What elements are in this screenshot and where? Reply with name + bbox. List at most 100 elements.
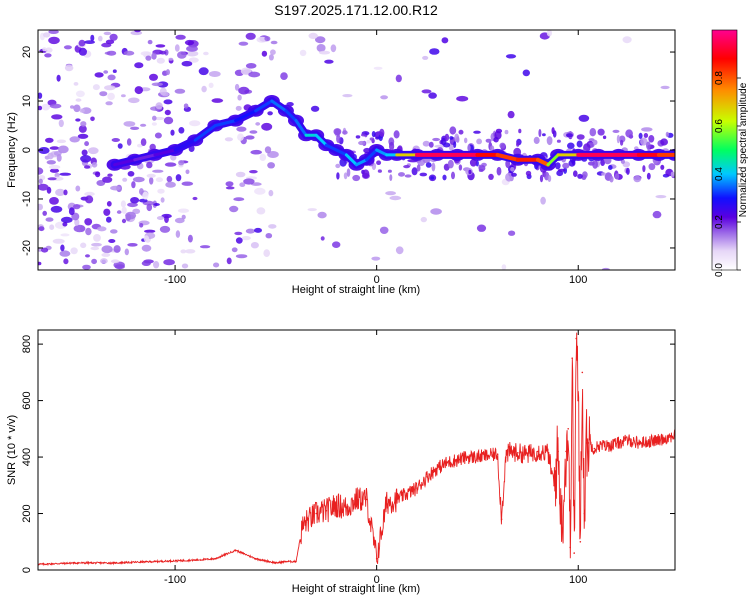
spectrogram-cell (142, 191, 149, 200)
spectrogram-cell (231, 247, 238, 253)
spectrogram-cell (156, 216, 165, 220)
spectrogram-cell (75, 185, 81, 192)
spectrogram-cell (149, 177, 154, 185)
spectrogram-cell (640, 137, 648, 146)
spectrogram-cell (80, 121, 87, 127)
colorbar-frame (711, 29, 738, 271)
spectrogram-cell (387, 169, 392, 173)
spectrogram-cell (166, 175, 173, 183)
snr-data-point (577, 399, 579, 402)
snr-data-point (617, 442, 620, 444)
spectrogram-cell (518, 128, 522, 134)
spectrogram-cell (240, 67, 252, 76)
spectrogram-cell (250, 149, 262, 155)
snr-data-point (416, 487, 418, 489)
snr-data-point (508, 450, 511, 453)
spectrogram-cell (238, 41, 249, 46)
spectrogram-cell (310, 105, 320, 112)
spectrogram-cell (432, 137, 440, 142)
spectrogram-cell (38, 183, 49, 191)
spectrogram-cell (84, 40, 95, 44)
spectrogram-ridge-core (133, 153, 157, 162)
spectrogram-cell (609, 175, 614, 183)
spectrogram-cell (646, 141, 651, 150)
spectrogram-cell (589, 128, 597, 137)
spectrogram-cell (389, 174, 393, 182)
spectrogram-ridge-core (113, 158, 137, 167)
spectrogram-cell (181, 263, 189, 269)
spectrogram-cell (57, 145, 69, 154)
spectrogram-cell (602, 135, 607, 140)
spectrogram-cell (192, 196, 198, 201)
spectrogram-cell (183, 103, 189, 109)
spectrogram-cell (233, 197, 245, 202)
spectrogram-cell (45, 137, 54, 143)
spectrogram-cell (576, 134, 585, 140)
snr-data-point (593, 447, 596, 450)
spectrogram-cell (151, 82, 163, 87)
spectrogram-ridge-core (314, 133, 328, 147)
spectrogram-cell (75, 90, 85, 98)
snr-data-point (73, 562, 76, 564)
spectrogram-cell (467, 144, 471, 152)
spectrogram-cell (280, 72, 288, 80)
spectrogram-cell (62, 221, 68, 227)
spectrogram-cell (145, 55, 152, 61)
snr-y-tick-label: 200 (21, 504, 33, 522)
spectrogram-cell (107, 74, 116, 81)
spectrogram-cell (110, 229, 118, 234)
spectrogram-cell (156, 57, 165, 64)
spectrogram-cell (642, 165, 646, 173)
snr-data-point (234, 549, 237, 551)
spectrogram-cell (45, 47, 53, 53)
spectrogram-cell (379, 128, 385, 137)
spectrogram-x-tick-label: 0 (374, 274, 380, 286)
spectrogram-cell (59, 172, 72, 176)
spectrogram-cell (122, 177, 128, 182)
snr-x-label: Height of straight line (km) (292, 583, 420, 595)
spectrogram-cell (416, 164, 421, 172)
spectrogram-ridge-core (284, 109, 298, 123)
spectrogram-cell (451, 171, 455, 180)
spectrogram-cell (185, 249, 196, 254)
spectrogram-cell (333, 128, 342, 136)
spectrogram-cell (430, 208, 442, 215)
spectrogram-cell (123, 121, 136, 127)
spectrogram-cell (317, 211, 327, 219)
spectrogram-cell (48, 30, 59, 34)
spectrogram-y-tick-label: 10 (21, 95, 33, 107)
spectrogram-cell (104, 85, 116, 91)
spectrogram-cell (307, 208, 317, 212)
spectrogram-cell (164, 49, 169, 56)
spectrogram-ridge-core (324, 143, 338, 152)
spectrogram-cell (161, 92, 169, 97)
spectrogram-cell (54, 172, 60, 178)
spectrogram-cell (430, 176, 435, 180)
snr-data-point (517, 452, 519, 454)
spectrogram-cell (90, 246, 100, 251)
spectrogram-ridge-core (294, 119, 308, 137)
spectrogram-cell (49, 224, 55, 230)
spectrogram-cell (358, 140, 366, 146)
spectrogram-cell (211, 98, 224, 103)
spectrogram-cell (49, 168, 60, 173)
spectrogram-cell (224, 137, 233, 142)
spectrogram-cell (237, 94, 242, 101)
spectrogram-cell (652, 210, 662, 219)
snr-data-point (446, 461, 449, 464)
snr-data-point (396, 498, 398, 501)
spectrogram-cell (93, 234, 101, 242)
spectrogram-cell (476, 138, 482, 145)
spectrogram-cell (43, 32, 51, 38)
spectrogram-cell (144, 229, 156, 233)
spectrogram-cell (78, 47, 87, 56)
spectrogram-cell (208, 71, 221, 77)
spectrogram-ridge-core (254, 99, 274, 113)
spectrogram-cell (612, 129, 620, 133)
snr-data-point (565, 450, 567, 453)
snr-data-point (113, 562, 116, 564)
colorbar-tick-label: 0.8 (714, 71, 725, 85)
spectrogram-cell (109, 33, 118, 41)
snr-data-point (658, 439, 660, 441)
